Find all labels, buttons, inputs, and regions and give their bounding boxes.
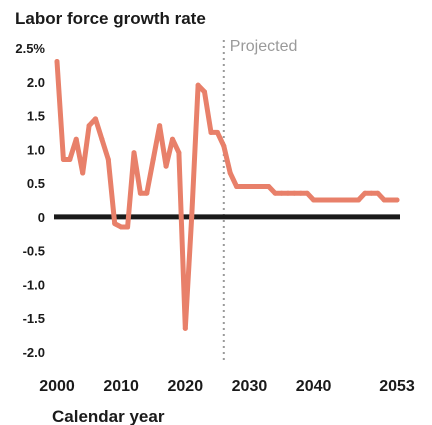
data-point (182, 325, 188, 331)
x-tick-label: 2020 (168, 378, 204, 395)
y-tick-label: 0 (38, 210, 45, 225)
data-point (176, 150, 182, 156)
data-point (330, 197, 336, 203)
data-point (208, 129, 214, 135)
x-tick-label: 2010 (103, 378, 139, 395)
data-point (368, 190, 374, 196)
data-point (67, 156, 73, 162)
data-point (356, 197, 362, 203)
data-point (189, 214, 195, 220)
series-points (54, 59, 400, 331)
chart-title: Labor force growth rate (15, 9, 206, 28)
data-point (137, 190, 143, 196)
data-point (388, 197, 394, 203)
data-point (394, 197, 400, 203)
x-axis-ticks: 2000 2010 2020 2030 2040 2053 (39, 378, 415, 395)
data-point (253, 183, 259, 189)
y-tick-label: 1.0 (27, 142, 45, 157)
y-tick-label: 2.0 (27, 75, 45, 90)
y-tick-label: -1.5 (23, 311, 45, 326)
data-point (285, 190, 291, 196)
x-axis-label: Calendar year (52, 407, 165, 425)
data-point (105, 156, 111, 162)
data-point (311, 197, 317, 203)
data-point (279, 190, 285, 196)
data-point (195, 82, 201, 88)
data-point (112, 221, 118, 227)
data-point (92, 116, 98, 122)
data-point (272, 190, 278, 196)
data-point (246, 183, 252, 189)
data-point (291, 190, 297, 196)
data-point (80, 170, 86, 176)
data-point (349, 197, 355, 203)
y-tick-label: 0.5 (27, 176, 45, 191)
data-point (73, 136, 79, 142)
y-tick-label: -1.0 (23, 277, 45, 292)
data-point (86, 123, 92, 129)
data-point (304, 190, 310, 196)
data-point (214, 129, 220, 135)
data-point (298, 190, 304, 196)
data-point (362, 190, 368, 196)
data-point (54, 59, 60, 65)
projected-label: Projected (230, 38, 298, 55)
x-tick-label: 2000 (39, 378, 75, 395)
x-tick-label: 2053 (379, 378, 415, 395)
y-tick-label: 2.5% (15, 41, 45, 56)
data-point (202, 89, 208, 95)
data-point (163, 163, 169, 169)
data-point (150, 156, 156, 162)
x-tick-label: 2040 (296, 378, 332, 395)
data-point (131, 150, 137, 156)
data-point (157, 123, 163, 129)
data-point (60, 156, 66, 162)
x-tick-label: 2030 (232, 378, 268, 395)
data-point (266, 183, 272, 189)
data-point (375, 190, 381, 196)
data-point (259, 183, 265, 189)
data-point (343, 197, 349, 203)
data-point (125, 224, 131, 230)
data-point (323, 197, 329, 203)
data-point (99, 136, 105, 142)
data-point (381, 197, 387, 203)
y-tick-label: -2.0 (23, 345, 45, 360)
data-point (336, 197, 342, 203)
y-axis-ticks: 2.5% 2.0 1.5 1.0 0.5 0 -0.5 -1.0 -1.5 -2.0 (15, 41, 45, 360)
data-point (317, 197, 323, 203)
series-line (54, 59, 400, 331)
data-point (144, 190, 150, 196)
y-tick-label: 1.5 (27, 109, 45, 124)
data-point (227, 170, 233, 176)
data-point (234, 183, 240, 189)
data-point (169, 136, 175, 142)
data-point (240, 183, 246, 189)
data-point (118, 224, 124, 230)
y-tick-label: -0.5 (23, 244, 45, 259)
data-point (221, 143, 227, 149)
